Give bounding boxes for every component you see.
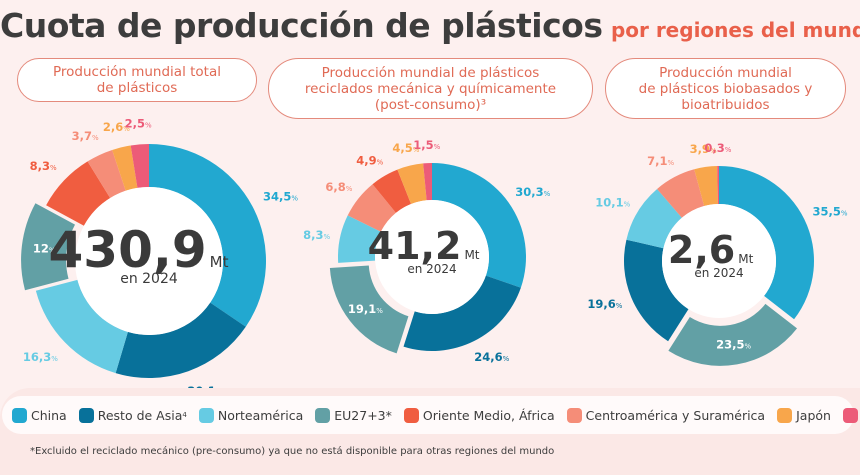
page-title: Cuota de producción de plásticos por reg… [0, 6, 860, 45]
legend-item-eu: EU27+3* [315, 407, 392, 423]
legend-item-china: China [12, 407, 67, 423]
legend-label: China [31, 407, 67, 423]
slice-oriente [46, 161, 111, 226]
legend-swatch [315, 407, 331, 423]
chart-title-biobased: Producción mundial de plásticos biobasad… [605, 58, 846, 119]
donut-chart-total: 34,5%20,1%16,3%12%8,3%3,7%2,6%2,5%430,9M… [21, 116, 298, 390]
chart-title-line: reciclados mecánica y químicamente [304, 80, 557, 97]
legend-item-cis: CIS5 [842, 407, 860, 423]
slice-norteamerica [35, 279, 128, 374]
slice-centroamerica [87, 149, 126, 199]
legend-footnote-ref: 4 [182, 411, 187, 419]
slice-centroamerica [657, 169, 705, 218]
slice-eu [668, 303, 798, 366]
data-label-eu: 23,5% [716, 338, 751, 352]
legend-label: Norteamérica [217, 407, 304, 423]
data-label-eu: 12% [33, 241, 56, 255]
data-label-eu: 19,1% [348, 302, 383, 316]
legend: China Resto de Asia 4 Norteamérica EU27+3* Or… [2, 396, 858, 434]
center-total: 41,2 Mt [368, 224, 480, 268]
data-label-norteamerica: 8,3% [303, 228, 330, 242]
slice-cis [423, 163, 432, 201]
legend-swatch [777, 407, 793, 423]
chart-title-line: Producción mundial [659, 64, 792, 81]
center-year: en 2024 [407, 262, 456, 276]
data-label-resto_asia: 24,6% [474, 350, 509, 364]
data-label-cis: 1,5% [413, 138, 440, 152]
data-label-cis: 0,3% [704, 141, 731, 155]
legend-item-norteamerica: Norteamérica [198, 407, 304, 423]
legend-item-centroamerica: Centroamérica y Suramérica [566, 407, 766, 423]
chart-title-line: (post-consumo)³ [374, 96, 487, 113]
legend-swatch [842, 407, 858, 423]
slice-norteamerica [626, 188, 682, 249]
data-label-oriente: 8,3% [30, 159, 57, 173]
data-label-japon: 3,9% [690, 142, 717, 156]
slice-china [149, 144, 267, 327]
data-label-resto_asia: 19,6% [587, 297, 622, 311]
chart-title-total: Producción mundial total de plásticos [17, 58, 257, 102]
chart-title-line: de plásticos biobasados y [638, 80, 813, 97]
legend-label: Resto de Asia [97, 407, 183, 423]
donut-chart-recycled: 30,3% 24,6% 19,1% 8,3% 6,8% 4,9% 4,5%1,5% 41,2 M… [303, 138, 550, 364]
center-year: en 2024 [120, 271, 178, 287]
slice-cis [717, 166, 719, 205]
center-year: en 2024 [694, 266, 743, 280]
slice-japon [694, 166, 718, 206]
legend-label: Oriente Medio, África [422, 407, 555, 423]
title-sub: por regiones del mundo [610, 18, 860, 42]
data-label-japon: 4,5% [392, 141, 419, 155]
slice-resto_asia [403, 275, 521, 351]
legend-swatch [403, 407, 419, 423]
title-main: Cuota de producción de plásticos [0, 6, 603, 45]
center-total: 2,6 Mt [668, 228, 754, 272]
slice-oriente [372, 169, 412, 213]
legend-swatch [198, 407, 214, 423]
legend-swatch [12, 407, 27, 423]
donut-chart-biobased: 35,5% 23,5% 19,6% 10,1% 7,1% 3,9%0,3% 2,6 Mten … [587, 141, 848, 366]
slice-cis [130, 144, 149, 188]
data-label-norteamerica: 16,3% [23, 350, 58, 364]
footnote: *Excluido el reciclado mecánico (pre-con… [30, 446, 555, 457]
slice-resto_asia [624, 239, 689, 342]
chart-title-line: Producción mundial total [52, 64, 221, 80]
donut-center [662, 204, 776, 318]
slice-eu [329, 265, 409, 354]
data-label-centroamerica: 6,8% [325, 180, 352, 194]
data-label-oriente: 4,9% [356, 153, 383, 167]
slice-eu [21, 203, 75, 291]
legend-label: Centroamérica y Suramérica [585, 407, 766, 423]
center-total: 430,9 Mt [49, 221, 229, 279]
legend-item-oriente: Oriente Medio, África [403, 407, 555, 423]
donut-center [75, 187, 223, 335]
slice-norteamerica [338, 215, 381, 263]
slice-china [432, 163, 527, 288]
legend-item-resto_asia: Resto de Asia 4 [78, 407, 187, 423]
chart-title-line: bioatribuidos [681, 96, 770, 113]
legend-label: EU27+3* [334, 407, 392, 423]
data-label-china: 30,3% [515, 185, 550, 199]
data-label-china: 35,5% [812, 204, 847, 218]
data-label-china: 34,5% [263, 189, 298, 203]
data-label-japon: 2,6% [103, 120, 130, 134]
data-label-centroamerica: 7,1% [647, 154, 674, 168]
slice-resto_asia [115, 302, 246, 379]
donut-center [375, 200, 489, 314]
donut-charts: 34,5%20,1%16,3%12%8,3%3,7%2,6%2,5%430,9M… [21, 116, 848, 390]
chart-title-line: de plásticos [96, 80, 178, 96]
chart-title-line: Producción mundial de plásticos [321, 64, 540, 81]
slice-centroamerica [347, 184, 396, 232]
legend-label: Japón [796, 407, 831, 423]
legend-swatch [566, 407, 582, 423]
slice-china [719, 166, 814, 320]
data-label-centroamerica: 3,7% [72, 129, 99, 143]
data-label-norteamerica: 10,1% [595, 196, 630, 210]
legend-swatch [78, 407, 94, 423]
slice-japon [112, 145, 138, 191]
chart-title-recycled: Producción mundial de plásticos reciclad… [268, 58, 593, 119]
data-label-cis: 2,5% [125, 116, 152, 130]
legend-item-japon: Japón [777, 407, 831, 423]
slice-japon [397, 163, 427, 205]
